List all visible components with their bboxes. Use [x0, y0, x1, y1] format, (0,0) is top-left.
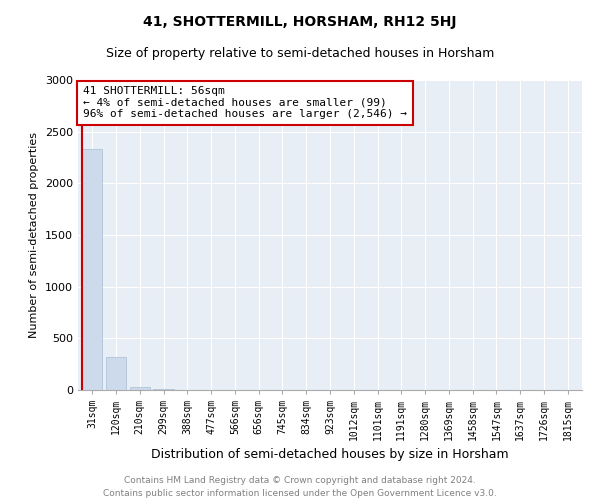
Y-axis label: Number of semi-detached properties: Number of semi-detached properties	[29, 132, 40, 338]
Text: Contains HM Land Registry data © Crown copyright and database right 2024.
Contai: Contains HM Land Registry data © Crown c…	[103, 476, 497, 498]
Text: 41 SHOTTERMILL: 56sqm
← 4% of semi-detached houses are smaller (99)
96% of semi-: 41 SHOTTERMILL: 56sqm ← 4% of semi-detac…	[83, 86, 407, 120]
Bar	[82, 149, 103, 390]
Bar	[130, 387, 150, 390]
X-axis label: Distribution of semi-detached houses by size in Horsham: Distribution of semi-detached houses by …	[151, 448, 509, 462]
Text: Size of property relative to semi-detached houses in Horsham: Size of property relative to semi-detach…	[106, 48, 494, 60]
Bar	[106, 357, 126, 390]
Text: 41, SHOTTERMILL, HORSHAM, RH12 5HJ: 41, SHOTTERMILL, HORSHAM, RH12 5HJ	[143, 15, 457, 29]
